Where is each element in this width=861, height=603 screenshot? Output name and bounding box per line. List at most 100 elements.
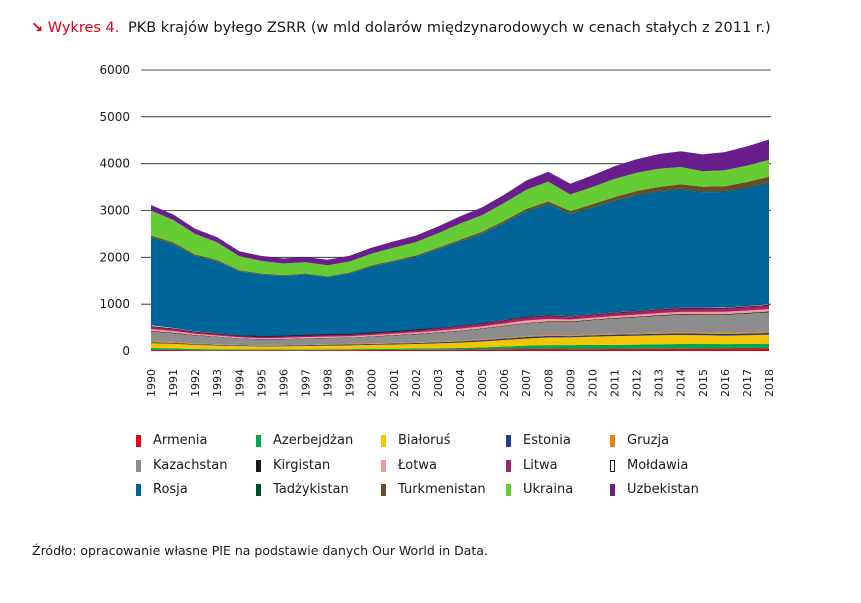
legend-label: Łotwa: [398, 458, 437, 473]
legend-swatch: [381, 483, 386, 496]
area-rosja: [151, 183, 769, 336]
legend-item: Łotwa: [381, 458, 437, 473]
chart-title: PKB krajów byłego ZSRR (w mld dolarów mi…: [128, 20, 771, 36]
y-axis: 0 1000 2000 3000 4000 5000 6000: [99, 63, 130, 358]
area-łotwa: [151, 308, 769, 340]
y-tick-label: 5000: [99, 110, 130, 124]
x-tick-label: 2018: [763, 369, 776, 397]
legend-swatch: [136, 434, 141, 447]
area-ukraina: [151, 159, 769, 277]
legend-item: Kirgistan: [256, 458, 330, 473]
legend-swatch: [136, 483, 141, 496]
legend-label: Kazachstan: [153, 458, 228, 473]
legend-swatch: [381, 459, 386, 472]
legend-item: Ukraina: [506, 482, 573, 497]
x-axis: 1990 1991 1992 1993 1994 1995 1996 1997 1998 1999…: [145, 369, 776, 397]
x-tick-label: 2001: [388, 369, 401, 397]
legend-label: Litwa: [523, 458, 558, 473]
x-tick-label: 1995: [255, 369, 268, 397]
legend-swatch: [610, 483, 615, 496]
x-tick-label: 2007: [520, 369, 533, 397]
legend-label: Gruzja: [627, 433, 670, 448]
legend-label: Rosja: [153, 482, 188, 497]
legend-swatch: [136, 459, 141, 472]
legend-label: Białoruś: [398, 433, 451, 448]
source-note: Źródło: opracowanie własne PIE na podsta…: [32, 543, 488, 558]
area-azerbejdżan: [151, 343, 769, 351]
y-tick-label: 0: [122, 344, 130, 358]
area-series-group: [150, 139, 770, 351]
stacked-area-chart: 0 1000 2000 3000 4000 5000 6000 1990 1991 1992 19…: [99, 63, 776, 397]
legend-swatch: [506, 483, 511, 496]
area-armenia: [151, 348, 769, 351]
legend-label: Ukraina: [523, 482, 574, 497]
legend-item: Turkmenistan: [381, 482, 486, 497]
area-turkmenistan: [151, 176, 769, 277]
legend-label: Uzbekistan: [627, 482, 699, 497]
legend-label: Azerbejdżan: [273, 433, 354, 448]
legend-item: Armenia: [136, 433, 208, 448]
x-tick-label: 2016: [719, 369, 732, 397]
area-kirgistan: [151, 311, 769, 340]
x-tick-label: 1994: [233, 369, 246, 397]
area-białoruś: [151, 334, 769, 350]
legend-swatch: [256, 459, 261, 472]
legend-item: Rosja: [136, 482, 188, 497]
x-tick-label: 1992: [189, 369, 202, 397]
legend-item: Uzbekistan: [610, 482, 699, 497]
legend-item: Białoruś: [381, 433, 451, 448]
x-tick-label: 2005: [476, 369, 489, 397]
legend-swatch: [506, 459, 511, 472]
x-tick-label: 2013: [653, 369, 666, 397]
area-litwa: [151, 305, 769, 339]
chart-title-row: ↘ Wykres 4. PKB krajów byłego ZSRR (w ml…: [31, 20, 771, 36]
x-tick-label: 2010: [586, 369, 599, 397]
x-tick-label: 2008: [542, 369, 555, 397]
legend-swatch: [610, 434, 615, 447]
area-kazachstan: [151, 312, 769, 346]
x-tick-label: 1991: [167, 369, 180, 397]
legend-swatch: [381, 434, 386, 447]
area-tadżykistan: [151, 182, 769, 278]
legend-label: Kirgistan: [273, 458, 331, 473]
x-tick-label: 2003: [432, 369, 445, 397]
y-tick-label: 6000: [99, 63, 130, 77]
legend-item: Litwa: [506, 458, 558, 473]
arrow-down-right-icon: ↘: [31, 20, 44, 36]
area-uzbekistan: [151, 139, 769, 266]
x-tick-label: 2000: [366, 369, 379, 397]
legend-item: Tadżykistan: [256, 482, 349, 497]
x-tick-label: 2004: [454, 369, 467, 397]
legend-item: Mołdawia: [610, 458, 688, 473]
legend-item: Azerbejdżan: [256, 433, 353, 448]
x-tick-label: 2017: [741, 369, 754, 397]
legend-swatch: [506, 434, 511, 447]
x-tick-label: 2015: [697, 369, 710, 397]
x-tick-label: 1990: [145, 369, 158, 397]
x-tick-label: 1998: [322, 369, 335, 397]
legend-item: Kazachstan: [136, 458, 228, 473]
legend-label: Estonia: [523, 433, 571, 448]
legend-swatch: [256, 434, 261, 447]
x-tick-label: 1996: [277, 369, 290, 397]
y-tick-label: 2000: [99, 250, 130, 264]
legend-label: Mołdawia: [627, 458, 689, 473]
legend-item: Gruzja: [610, 433, 669, 448]
y-tick-label: 4000: [99, 157, 130, 171]
legend-swatch: [610, 459, 615, 472]
x-tick-label: 2009: [564, 369, 577, 397]
x-tick-label: 2006: [498, 369, 511, 397]
x-tick-label: 1999: [344, 369, 357, 397]
area-estonia: [151, 332, 769, 347]
legend-item: Estonia: [506, 433, 571, 448]
y-tick-label: 1000: [99, 297, 130, 311]
legend-label: Tadżykistan: [273, 482, 349, 497]
legend-label: Turkmenistan: [398, 482, 486, 497]
x-tick-label: 2012: [631, 369, 644, 397]
y-tick-label: 3000: [99, 204, 130, 218]
x-tick-label: 1997: [300, 369, 313, 397]
x-tick-label: 2002: [410, 369, 423, 397]
x-tick-label: 2014: [675, 369, 688, 397]
x-tick-label: 2011: [609, 369, 622, 397]
legend-swatch: [256, 483, 261, 496]
